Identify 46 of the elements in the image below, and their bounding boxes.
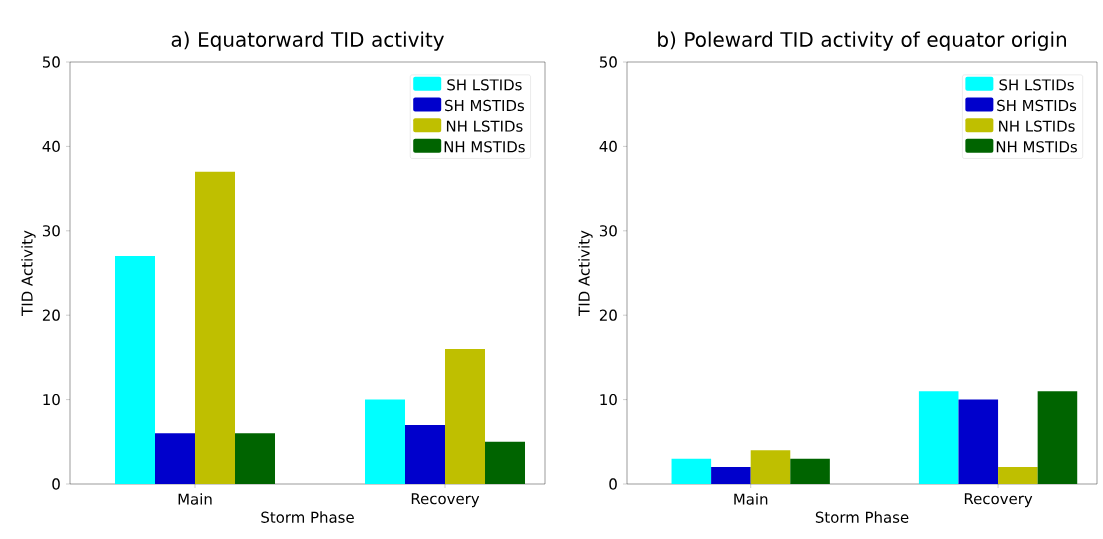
legend-label: NH MSTIDs: [444, 141, 525, 153]
x-tick-label: Recovery: [411, 493, 480, 508]
x-tick-label: Recovery: [964, 493, 1033, 508]
bar: [998, 467, 1038, 484]
bar: [671, 458, 712, 484]
y-axis-title: TID Activity: [578, 230, 593, 316]
y-tick-label: 40: [599, 140, 617, 153]
y-axis-title: TID Activity: [21, 230, 36, 316]
legend-label: SH MSTIDs: [445, 99, 524, 112]
x-axis-title: Storm Phase: [261, 511, 354, 523]
bar: [750, 450, 791, 484]
x-tick-label: Main: [178, 493, 212, 505]
legend-label: NH LSTIDs: [999, 120, 1075, 132]
bar: [115, 256, 155, 484]
chart-title: b) Poleward TID activity of equator origin: [658, 31, 1066, 51]
y-tick-label: 20: [42, 309, 60, 321]
legend-label: SH MSTIDs: [997, 99, 1077, 112]
bar: [235, 433, 275, 484]
legend-label: SH LSTIDs: [447, 79, 522, 91]
legend-label: SH LSTIDs: [999, 79, 1074, 91]
y-tick-label: 10: [600, 393, 617, 406]
y-tick-label: 10: [43, 393, 60, 406]
bar: [445, 348, 485, 484]
bar: [958, 399, 999, 484]
bar: [485, 441, 525, 484]
y-tick-label: 30: [599, 225, 617, 237]
y-tick-label: 20: [599, 309, 617, 321]
x-axis-title: Storm Phase: [815, 511, 909, 523]
bar: [790, 458, 830, 484]
y-tick-label: 50: [42, 56, 60, 68]
y-tick-label: 0: [52, 478, 60, 490]
bar: [405, 424, 445, 484]
bar: [1037, 391, 1078, 484]
bar: [365, 399, 405, 484]
y-tick-label: 0: [609, 478, 617, 490]
bar: [195, 171, 235, 484]
legend-label: NH LSTIDs: [446, 120, 523, 132]
y-tick-label: 30: [42, 225, 60, 237]
bar: [918, 391, 959, 484]
y-tick-label: 50: [599, 56, 617, 68]
chart-title: a) Equatorward TID activity: [171, 31, 444, 51]
y-tick-label: 40: [42, 140, 60, 153]
bar: [155, 433, 195, 484]
legend-label: NH MSTIDs: [996, 141, 1077, 153]
bar: [711, 467, 751, 484]
x-tick-label: Main: [734, 493, 768, 505]
